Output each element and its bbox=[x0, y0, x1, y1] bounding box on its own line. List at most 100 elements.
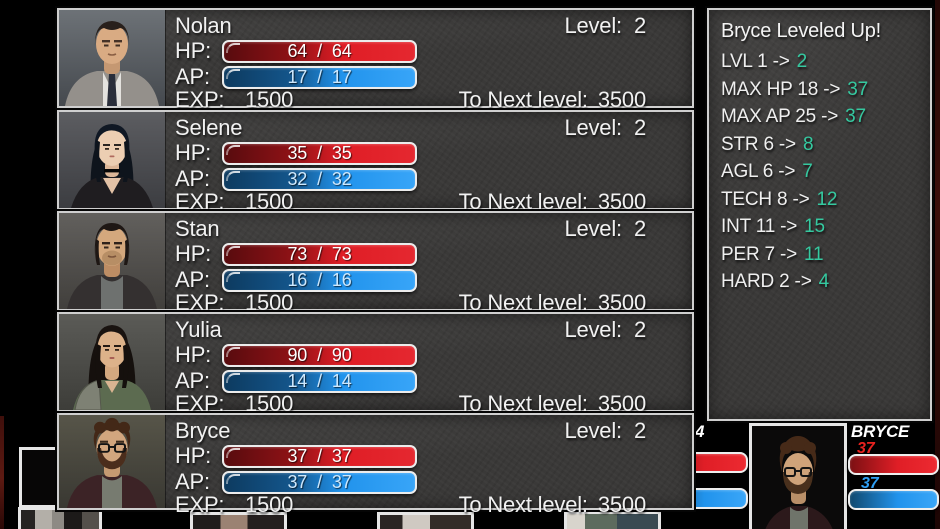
level-value: 2 bbox=[633, 418, 646, 443]
bryce-hud-hp-bar bbox=[848, 454, 939, 475]
to-next-level: To Next level: 3500 bbox=[459, 189, 647, 215]
yulia-portrait bbox=[59, 314, 166, 410]
party-panel-selene: Selene Level: 2 HP: 35/35 AP: 32/32 EXP: … bbox=[57, 110, 694, 214]
ap-label: AP: bbox=[175, 166, 210, 191]
stat-new-value: 2 bbox=[796, 51, 808, 72]
stat-new-value: 15 bbox=[804, 216, 825, 237]
bar-shine bbox=[226, 246, 240, 256]
exp-label: EXP: bbox=[175, 391, 225, 416]
stat-new-value: 4 bbox=[818, 271, 830, 292]
party-panel-yulia: Yulia Level: 2 HP: 90/90 AP: 14/14 EXP: 1… bbox=[57, 312, 694, 416]
level-value: 2 bbox=[633, 216, 646, 241]
bar-shine bbox=[226, 373, 240, 383]
to-next-value: 3500 bbox=[597, 391, 646, 416]
party-panel-stan: Stan Level: 2 HP: 73/73 AP: 16/16 EXP: 15… bbox=[57, 211, 694, 315]
exp-label: EXP: bbox=[175, 290, 225, 315]
to-next-level: To Next level: 3500 bbox=[459, 290, 647, 316]
to-next-value: 3500 bbox=[597, 87, 646, 112]
bar-shine bbox=[226, 69, 240, 79]
stat-line-hard: HARD 2 -> 4 bbox=[721, 271, 830, 292]
hp-bar: 73/73 bbox=[222, 243, 417, 266]
level-label: Level: bbox=[564, 317, 622, 342]
to-next-level: To Next level: 3500 bbox=[459, 391, 647, 417]
bryce-hud-ap-bar bbox=[848, 489, 939, 510]
hp-bar: 64/64 bbox=[222, 40, 417, 63]
bar-shine bbox=[226, 474, 240, 484]
ap-values: 17/17 bbox=[287, 67, 352, 87]
to-next-level: To Next level: 3500 bbox=[458, 87, 647, 113]
exp-label: EXP: bbox=[175, 189, 225, 214]
level-label: Level: bbox=[564, 115, 622, 140]
hp-values: 73/73 bbox=[287, 244, 352, 264]
bryce-hud-name: BRYCE bbox=[851, 422, 910, 441]
stat-new-value: 37 bbox=[847, 78, 868, 100]
hp-values: 64/64 bbox=[287, 41, 352, 61]
party-panel-bryce: Bryce Level: 2 HP: 37/37 AP: 37/37 EXP: 1… bbox=[57, 413, 694, 517]
ap-label: AP: bbox=[175, 469, 210, 494]
hp-label: HP: bbox=[175, 241, 212, 266]
level-display: Level: 2 bbox=[564, 115, 646, 141]
level-value: 2 bbox=[633, 115, 646, 140]
ap-label: AP: bbox=[175, 64, 210, 89]
stan-portrait bbox=[59, 213, 166, 309]
exp-label: EXP: bbox=[175, 87, 225, 112]
ap-bar: 17/17 bbox=[222, 66, 417, 89]
background-scene-right-sliver bbox=[935, 0, 940, 529]
hp-bar: 37/37 bbox=[222, 445, 417, 468]
ap-label: AP: bbox=[175, 267, 210, 292]
character-name: Selene bbox=[175, 115, 243, 140]
ap-values: 37/37 bbox=[287, 472, 352, 492]
background-scene-left-sliver bbox=[0, 416, 4, 529]
hud-bottom-frame-2 bbox=[190, 512, 287, 529]
level-display: Level: 2 bbox=[564, 418, 646, 444]
to-next-value: 3500 bbox=[597, 189, 646, 214]
bryce-hud-ap-number: 37 bbox=[861, 475, 879, 492]
character-name: Nolan bbox=[175, 13, 232, 38]
character-name: Yulia bbox=[175, 317, 222, 342]
hp-label: HP: bbox=[175, 342, 212, 367]
character-name: Stan bbox=[175, 216, 220, 241]
exp-value: 1500 bbox=[245, 189, 294, 214]
exp-label: EXP: bbox=[175, 492, 225, 517]
levelup-panel[interactable]: Bryce Leveled Up! LVL 1 -> 2 MAX HP 18 ->… bbox=[707, 8, 932, 421]
exp-value: 1500 bbox=[245, 391, 294, 416]
ap-bar: 32/32 bbox=[222, 168, 417, 191]
character-name: Bryce bbox=[175, 418, 231, 443]
bar-shine bbox=[226, 448, 240, 458]
level-label: Level: bbox=[564, 216, 622, 241]
hud-occluded-name-fragment: 4 bbox=[695, 422, 705, 441]
stat-new-value: 37 bbox=[845, 106, 866, 127]
hp-bar: 90/90 bbox=[222, 344, 417, 367]
hud-bottom-frame-3 bbox=[377, 512, 474, 529]
bryce-hud-hp-number: 37 bbox=[857, 440, 875, 457]
bryce-portrait bbox=[59, 415, 166, 508]
stat-new-value: 7 bbox=[802, 161, 813, 182]
hp-values: 37/37 bbox=[287, 446, 352, 466]
hp-label: HP: bbox=[175, 443, 212, 468]
stat-new-value: 12 bbox=[816, 188, 838, 210]
ap-bar: 16/16 bbox=[222, 269, 417, 292]
bar-shine bbox=[226, 171, 240, 181]
bryce-hud-portrait bbox=[749, 423, 847, 529]
ap-values: 16/16 bbox=[287, 270, 352, 290]
ap-label: AP: bbox=[175, 368, 210, 393]
nolan-portrait bbox=[59, 10, 166, 106]
ap-values: 32/32 bbox=[287, 169, 352, 189]
stat-line-int: INT 11 -> 15 bbox=[721, 216, 825, 237]
level-display: Level: 2 bbox=[564, 216, 646, 242]
stat-line-lvl: LVL 1 -> 2 bbox=[721, 51, 808, 72]
hud-bottom-frame-4 bbox=[564, 511, 661, 529]
exp-value: 1500 bbox=[245, 87, 294, 112]
to-next-level: To Next level: 3500 bbox=[459, 492, 647, 518]
exp-value: 1500 bbox=[245, 492, 294, 517]
to-next-value: 3500 bbox=[597, 492, 646, 517]
to-next-label: To Next level: bbox=[458, 87, 588, 112]
selene-portrait bbox=[59, 112, 166, 208]
hp-values: 90/90 bbox=[287, 345, 352, 365]
level-display: Level: 2 bbox=[564, 317, 646, 343]
hp-values: 35/35 bbox=[287, 143, 352, 163]
hp-bar: 35/35 bbox=[222, 142, 417, 165]
levelup-title: Bryce Leveled Up! bbox=[721, 20, 882, 42]
stat-line-tech: TECH 8 -> 12 bbox=[721, 188, 838, 210]
